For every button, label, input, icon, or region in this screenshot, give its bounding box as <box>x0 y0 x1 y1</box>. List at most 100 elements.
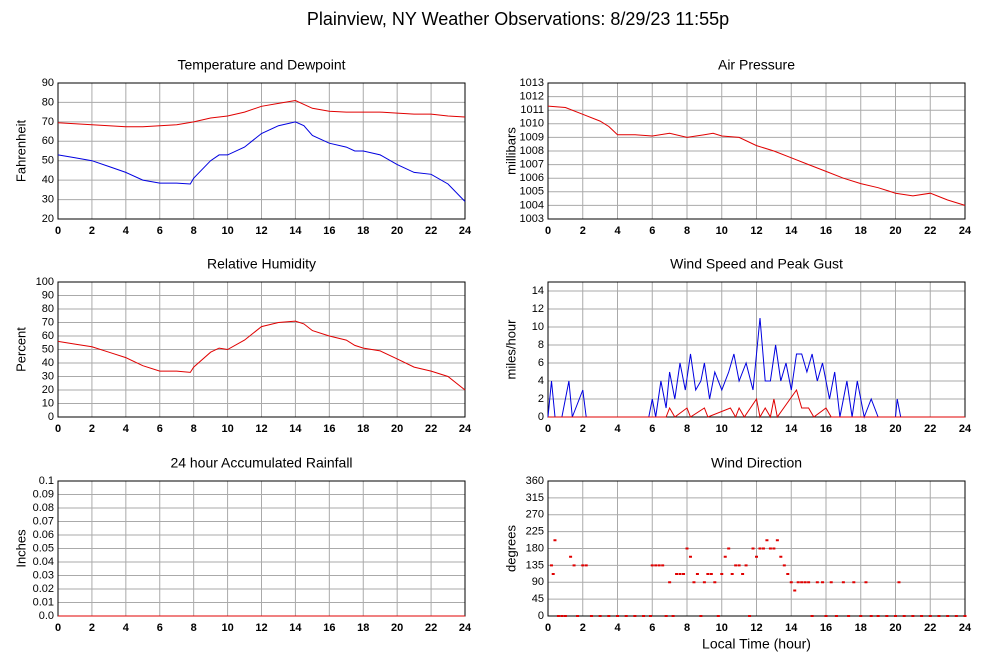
x-tick-label: 22 <box>425 423 437 435</box>
x-tick-label: 4 <box>614 622 621 634</box>
data-point <box>569 555 573 558</box>
data-point <box>772 547 776 550</box>
x-tick-label: 20 <box>889 622 901 634</box>
y-tick-label: 30 <box>42 370 54 382</box>
y-tick-label: 90 <box>42 289 54 301</box>
x-tick-label: 22 <box>924 423 936 435</box>
data-point <box>650 564 654 567</box>
page-title: Plainview, NY Weather Observations: 8/29… <box>307 9 729 29</box>
y-tick-label: 90 <box>532 576 544 588</box>
data-point <box>633 615 637 617</box>
x-tick-label: 2 <box>89 622 95 634</box>
y-tick-label: 135 <box>526 559 544 571</box>
data-point <box>761 547 765 550</box>
x-tick-label: 10 <box>716 622 728 634</box>
y-tick-label: 20 <box>42 384 54 396</box>
y-tick-label: 180 <box>526 542 544 554</box>
y-tick-label: 0.08 <box>33 502 54 514</box>
data-point <box>897 581 901 584</box>
data-point <box>685 547 689 550</box>
data-point <box>572 564 576 567</box>
data-point <box>852 581 856 584</box>
x-tick-label: 2 <box>580 622 586 634</box>
data-point <box>657 564 661 567</box>
data-point <box>885 615 889 617</box>
data-point <box>720 573 724 575</box>
data-point <box>716 615 720 617</box>
x-tick-label: 12 <box>750 225 762 237</box>
x-tick-label: 16 <box>323 225 335 237</box>
y-tick-label: 0 <box>48 411 54 423</box>
data-point <box>737 564 741 567</box>
data-point <box>654 564 658 567</box>
data-point <box>706 573 710 575</box>
x-tick-label: 8 <box>684 225 690 237</box>
x-tick-label: 0 <box>55 622 61 634</box>
data-point <box>793 589 797 592</box>
y-tick-label: 0.01 <box>33 596 54 608</box>
y-tick-label: 1004 <box>520 199 544 211</box>
data-point <box>876 615 880 617</box>
data-point <box>678 573 682 575</box>
x-tick-label: 24 <box>459 225 472 237</box>
data-point <box>803 581 807 584</box>
x-tick-label: 6 <box>157 225 163 237</box>
data-point <box>779 555 783 558</box>
x-tick-label: 22 <box>425 225 437 237</box>
y-tick-label: 0.02 <box>33 583 54 595</box>
x-tick-label: 24 <box>959 423 972 435</box>
data-point <box>598 615 602 617</box>
plot-frame <box>57 82 466 220</box>
data-point <box>789 581 793 584</box>
data-point <box>810 615 814 617</box>
y-tick-label: 360 <box>526 475 544 487</box>
y-tick-label: 225 <box>526 526 544 538</box>
x-tick-label: 24 <box>459 423 472 435</box>
x-tick-label: 18 <box>357 622 369 634</box>
data-point <box>668 581 672 584</box>
data-point <box>581 564 585 567</box>
x-tick-label: 20 <box>391 423 403 435</box>
y-tick-label: 1012 <box>520 91 544 103</box>
data-point <box>563 615 567 617</box>
data-point <box>741 573 745 575</box>
y-axis-label: Fahrenheit <box>13 120 28 183</box>
data-line <box>57 99 466 128</box>
y-tick-label: 50 <box>42 343 54 355</box>
plot-frame <box>547 281 966 418</box>
data-point <box>682 573 686 575</box>
data-line <box>57 121 466 202</box>
data-point <box>847 615 851 617</box>
x-tick-label: 18 <box>855 423 867 435</box>
x-tick-label: 4 <box>614 225 621 237</box>
data-point <box>768 547 772 550</box>
data-point <box>834 615 838 617</box>
x-tick-label: 12 <box>255 423 267 435</box>
y-tick-label: 2 <box>538 393 544 405</box>
x-tick-label: 10 <box>716 423 728 435</box>
data-point <box>607 615 611 617</box>
y-tick-label: 270 <box>526 509 544 521</box>
y-tick-label: 10 <box>532 321 544 333</box>
data-point <box>695 573 699 575</box>
y-tick-label: 1003 <box>520 213 544 225</box>
x-tick-label: 4 <box>123 423 130 435</box>
data-line <box>547 317 965 419</box>
data-point <box>902 615 906 617</box>
plot-frame <box>547 480 966 617</box>
data-point <box>928 615 932 617</box>
y-tick-label: 1005 <box>520 186 544 198</box>
data-point <box>553 539 557 542</box>
x-tick-label: 12 <box>750 423 762 435</box>
x-tick-label: 18 <box>855 225 867 237</box>
y-axis-label: Percent <box>13 327 28 372</box>
y-tick-label: 80 <box>42 303 54 315</box>
y-tick-label: 6 <box>538 357 544 369</box>
data-point <box>796 581 800 584</box>
plot-frame <box>57 281 466 418</box>
data-point <box>699 615 703 617</box>
y-tick-label: 0.07 <box>33 515 54 527</box>
x-tick-label: 4 <box>123 622 130 634</box>
data-point <box>946 615 950 617</box>
x-tick-label: 8 <box>684 622 690 634</box>
